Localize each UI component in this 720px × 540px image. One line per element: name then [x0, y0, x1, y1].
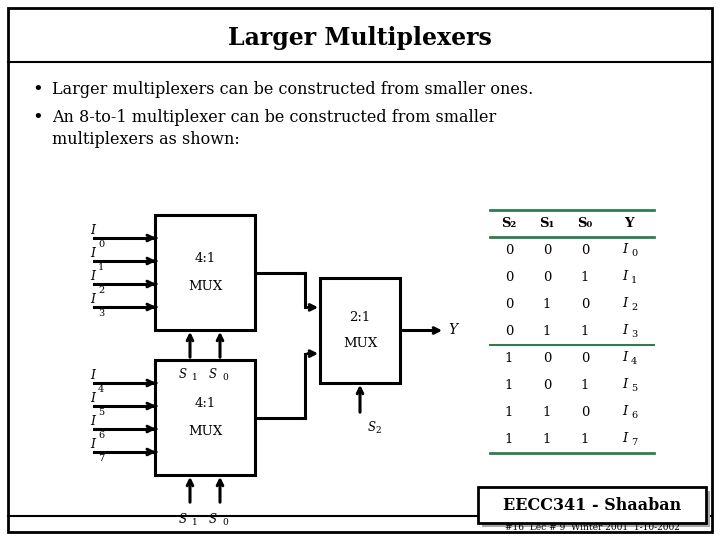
Text: I: I — [622, 297, 627, 310]
Bar — [320, 278, 400, 383]
Text: I: I — [622, 270, 627, 283]
Text: 2: 2 — [375, 426, 381, 435]
Text: 4:1: 4:1 — [194, 252, 215, 265]
Text: I: I — [90, 293, 95, 306]
Text: 1: 1 — [581, 379, 589, 392]
Bar — [478, 487, 706, 523]
Text: Y: Y — [448, 323, 457, 338]
Text: 0: 0 — [543, 244, 552, 257]
Text: 0: 0 — [98, 240, 104, 249]
Text: I: I — [90, 224, 95, 237]
Text: 3: 3 — [631, 330, 637, 339]
Text: 1: 1 — [543, 325, 552, 338]
Text: EECC341 - Shaaban: EECC341 - Shaaban — [503, 496, 681, 514]
Text: I: I — [90, 369, 95, 382]
Text: S₀: S₀ — [577, 217, 593, 230]
Text: Y: Y — [624, 217, 634, 230]
Text: 1: 1 — [581, 433, 589, 446]
Text: 0: 0 — [631, 249, 637, 258]
Text: 1: 1 — [192, 518, 198, 527]
Text: multiplexers as shown:: multiplexers as shown: — [52, 132, 240, 148]
Text: MUX: MUX — [343, 336, 377, 349]
Text: S: S — [209, 368, 217, 381]
Text: I: I — [622, 432, 627, 445]
Text: 2: 2 — [631, 303, 637, 312]
Text: 4: 4 — [631, 357, 637, 366]
Text: S: S — [209, 513, 217, 526]
Text: 0: 0 — [543, 352, 552, 365]
Text: 2: 2 — [98, 286, 104, 295]
Bar — [155, 215, 255, 330]
Text: 5: 5 — [631, 384, 637, 393]
Text: 0: 0 — [222, 373, 228, 382]
Text: S: S — [368, 421, 376, 434]
Text: 0: 0 — [543, 271, 552, 284]
Text: 0: 0 — [505, 298, 513, 311]
Text: S: S — [179, 513, 187, 526]
Text: 1: 1 — [505, 406, 513, 419]
Text: 0: 0 — [581, 352, 589, 365]
Text: 0: 0 — [222, 518, 228, 527]
Text: 6: 6 — [631, 411, 637, 420]
Text: 1: 1 — [505, 433, 513, 446]
Text: 7: 7 — [631, 438, 637, 447]
Text: 4:1: 4:1 — [194, 397, 215, 410]
Text: I: I — [622, 324, 627, 337]
Text: 1: 1 — [543, 298, 552, 311]
Text: I: I — [90, 270, 95, 283]
Text: 3: 3 — [98, 309, 104, 318]
Bar — [482, 491, 710, 527]
Text: I: I — [90, 438, 95, 451]
Text: An 8-to-1 multiplexer can be constructed from smaller: An 8-to-1 multiplexer can be constructed… — [52, 110, 496, 126]
Text: MUX: MUX — [188, 425, 222, 438]
Text: Larger multiplexers can be constructed from smaller ones.: Larger multiplexers can be constructed f… — [52, 82, 534, 98]
Text: •: • — [32, 109, 43, 127]
Text: I: I — [622, 243, 627, 256]
Text: 0: 0 — [581, 298, 589, 311]
Text: 5: 5 — [98, 408, 104, 417]
Text: 1: 1 — [581, 325, 589, 338]
Text: 7: 7 — [98, 454, 104, 463]
Text: 6: 6 — [98, 431, 104, 440]
Text: S₂: S₂ — [501, 217, 517, 230]
Text: •: • — [32, 81, 43, 99]
Text: 1: 1 — [581, 271, 589, 284]
Text: I: I — [90, 392, 95, 405]
Text: 1: 1 — [543, 406, 552, 419]
Text: 0: 0 — [581, 244, 589, 257]
Text: 2:1: 2:1 — [349, 312, 371, 325]
Text: S: S — [179, 368, 187, 381]
Text: 1: 1 — [543, 433, 552, 446]
Text: 1: 1 — [505, 352, 513, 365]
Text: #16  Lec # 9  Winter 2001  1-10-2002: #16 Lec # 9 Winter 2001 1-10-2002 — [505, 523, 680, 532]
Text: 1: 1 — [631, 276, 637, 285]
Text: 4: 4 — [98, 385, 104, 394]
Text: 1: 1 — [192, 373, 198, 382]
Text: Larger Multiplexers: Larger Multiplexers — [228, 26, 492, 50]
Text: 0: 0 — [505, 325, 513, 338]
Text: I: I — [90, 415, 95, 428]
Text: I: I — [90, 247, 95, 260]
Text: S₁: S₁ — [539, 217, 554, 230]
Text: 1: 1 — [505, 379, 513, 392]
Text: I: I — [622, 405, 627, 418]
Text: 0: 0 — [505, 271, 513, 284]
Text: MUX: MUX — [188, 280, 222, 293]
Text: I: I — [622, 351, 627, 364]
Bar — [155, 360, 255, 475]
Text: I: I — [622, 378, 627, 391]
Text: 0: 0 — [505, 244, 513, 257]
Text: 0: 0 — [581, 406, 589, 419]
Text: 0: 0 — [543, 379, 552, 392]
Text: 1: 1 — [98, 263, 104, 272]
